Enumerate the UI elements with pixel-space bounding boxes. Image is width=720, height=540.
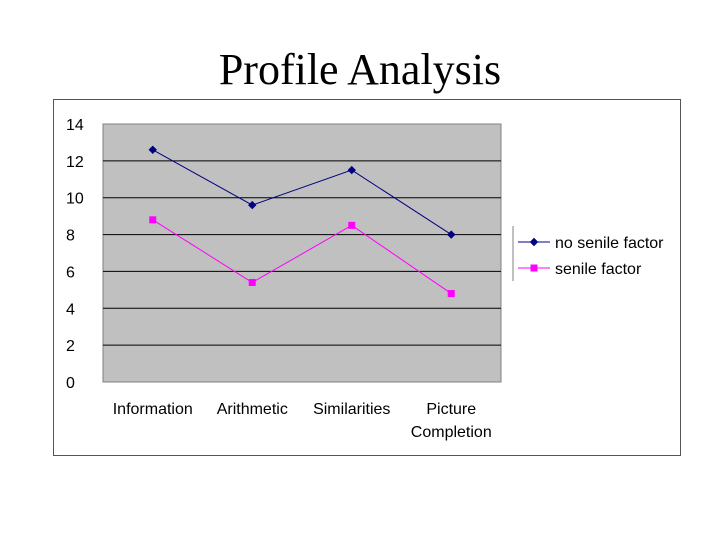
y-tick-label: 8 (66, 228, 75, 245)
data-point (348, 221, 356, 229)
data-point (149, 216, 157, 224)
y-tick-label: 12 (66, 154, 84, 171)
y-tick-label: 14 (66, 117, 84, 134)
x-tick-label: Information (113, 401, 193, 418)
slide-title: Profile Analysis (218, 45, 502, 94)
x-tick-label: Similarities (313, 401, 390, 418)
data-point (148, 145, 157, 155)
x-tick-label: Picture Completion (411, 401, 492, 441)
legend-label: no senile factor (555, 235, 664, 252)
y-tick-label: 2 (66, 338, 75, 355)
data-point (447, 230, 456, 239)
data-point (347, 165, 356, 175)
y-tick-label: 10 (66, 191, 84, 208)
legend-label: senile factor (555, 261, 642, 278)
y-tick-label: 4 (66, 301, 75, 318)
legend-swatch-marker (529, 237, 539, 247)
series-line (152, 219, 452, 294)
data-point (248, 200, 257, 210)
plot-area (102, 123, 502, 383)
y-tick-label: 6 (66, 264, 75, 281)
y-tick-label: 0 (66, 375, 75, 392)
legend-swatch-marker (530, 264, 538, 272)
data-point (447, 290, 455, 298)
x-tick-label: Arithmetic (217, 401, 288, 418)
data-point (248, 278, 256, 286)
series-line (152, 149, 452, 235)
